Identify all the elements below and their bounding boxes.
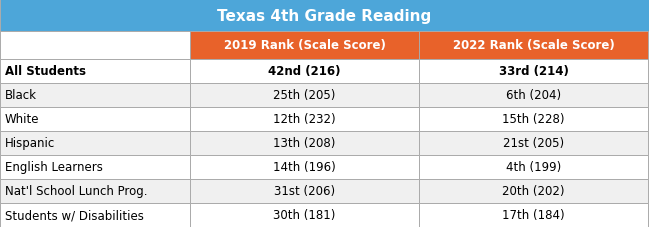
Bar	[190, 131, 419, 155]
Text: 15th (228): 15th (228)	[502, 113, 565, 126]
Bar	[0, 60, 190, 84]
Bar	[419, 155, 648, 179]
Text: 14th (196): 14th (196)	[273, 161, 336, 174]
Text: 30th (181): 30th (181)	[273, 209, 336, 222]
Text: 20th (202): 20th (202)	[502, 185, 565, 198]
Bar	[0, 84, 190, 108]
Bar	[190, 179, 419, 203]
Text: 4th (199): 4th (199)	[506, 161, 561, 174]
Text: 2022 Rank (Scale Score): 2022 Rank (Scale Score)	[452, 39, 615, 52]
Bar	[0, 203, 190, 227]
Text: 12th (232): 12th (232)	[273, 113, 336, 126]
Bar	[419, 203, 648, 227]
Bar	[419, 179, 648, 203]
Text: Black: Black	[5, 89, 37, 102]
Bar	[419, 131, 648, 155]
Bar	[0, 155, 190, 179]
Text: 21st (205): 21st (205)	[503, 137, 564, 150]
Text: Texas 4th Grade Reading: Texas 4th Grade Reading	[217, 8, 432, 23]
Text: English Learners: English Learners	[5, 161, 103, 174]
Text: 25th (205): 25th (205)	[273, 89, 336, 102]
Text: White: White	[5, 113, 40, 126]
Bar	[0, 179, 190, 203]
Bar	[0, 131, 190, 155]
Text: 17th (184): 17th (184)	[502, 209, 565, 222]
Text: Nat'l School Lunch Prog.: Nat'l School Lunch Prog.	[5, 185, 147, 198]
Bar	[190, 108, 419, 131]
Text: 33rd (214): 33rd (214)	[498, 65, 569, 78]
Text: All Students: All Students	[5, 65, 86, 78]
Bar	[419, 60, 648, 84]
Bar	[419, 32, 648, 60]
Text: 2019 Rank (Scale Score): 2019 Rank (Scale Score)	[223, 39, 386, 52]
Bar	[419, 84, 648, 108]
Bar	[190, 155, 419, 179]
Text: 6th (204): 6th (204)	[506, 89, 561, 102]
Text: Hispanic: Hispanic	[5, 137, 55, 150]
Bar	[190, 60, 419, 84]
Text: 42nd (216): 42nd (216)	[268, 65, 341, 78]
Bar	[190, 203, 419, 227]
Bar	[0, 108, 190, 131]
Text: Students w/ Disabilities: Students w/ Disabilities	[5, 209, 144, 222]
Bar	[0, 32, 190, 60]
Bar	[190, 84, 419, 108]
Text: 13th (208): 13th (208)	[273, 137, 336, 150]
Bar	[419, 108, 648, 131]
Bar	[0, 0, 649, 32]
Bar	[190, 32, 419, 60]
Text: 31st (206): 31st (206)	[274, 185, 335, 198]
